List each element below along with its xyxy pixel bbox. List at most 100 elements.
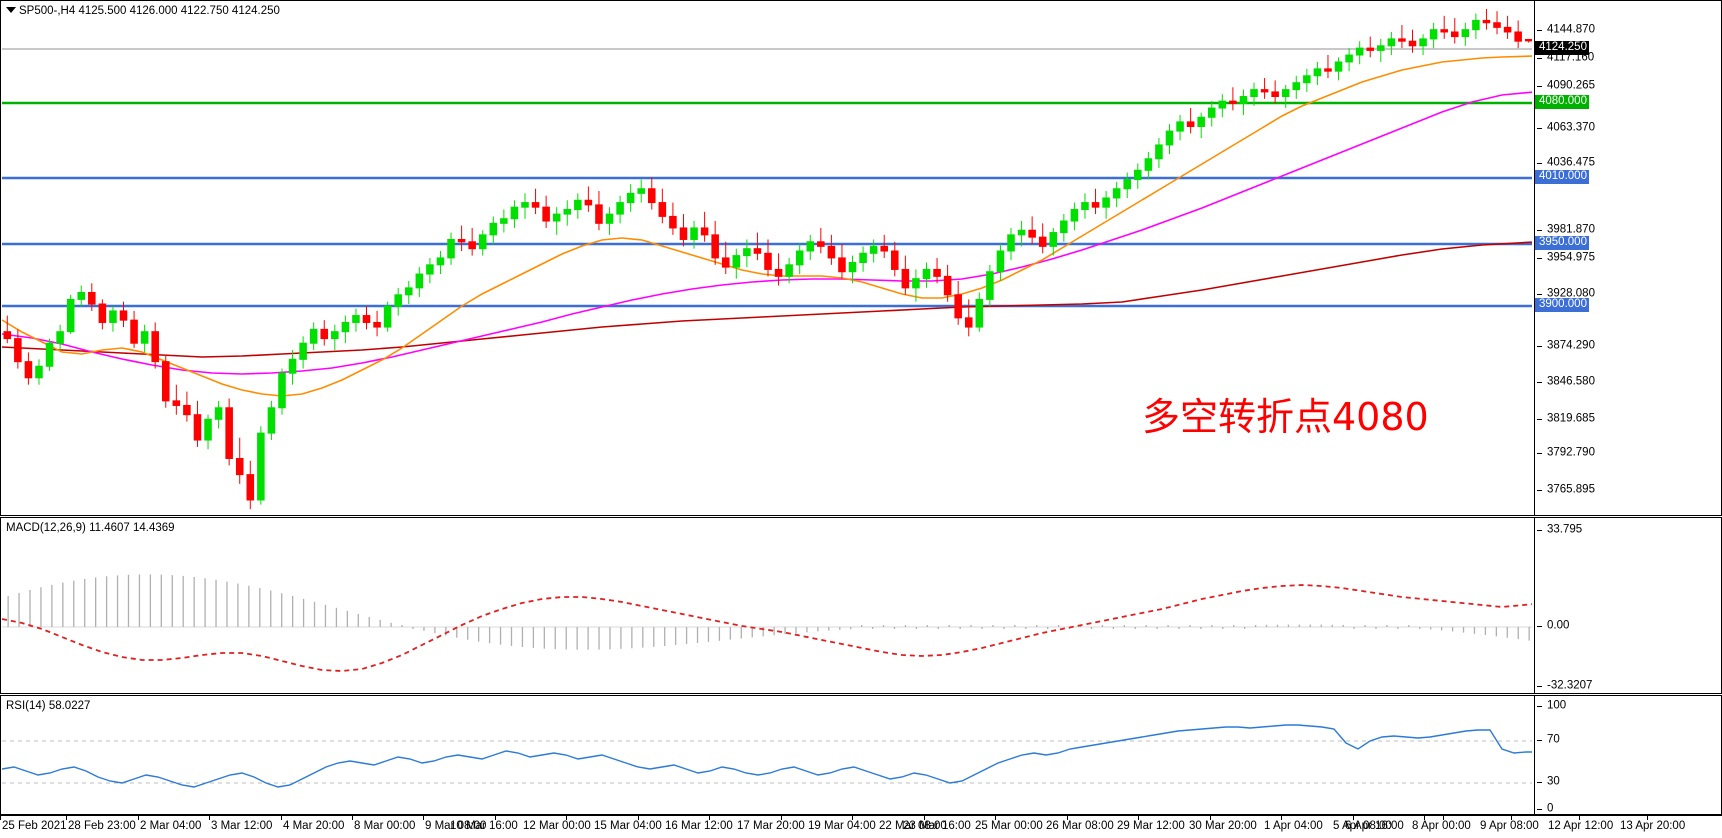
macd-histogram-bar [1495,627,1497,637]
macd-indicator-panel[interactable]: MACD(12,26,9) 11.4607 14.4369 33.795 0.00… [0,517,1722,694]
macd-histogram-bar [434,627,436,634]
macd-histogram-bar [959,627,961,629]
macd-header-label: MACD(12,26,9) 11.4607 14.4369 [6,522,175,534]
level-price-tag: 3950.000 [1535,236,1589,250]
price-axis-tick [1537,453,1542,454]
candle-body [66,298,75,333]
macd-histogram-bar [696,627,699,643]
current-price-tag: 4124.250 [1535,41,1589,55]
candle-body [1524,38,1532,42]
rsi-plot-area[interactable] [2,697,1532,813]
time-axis-label: 17 Mar 20:00 [737,820,805,832]
candle-body [426,264,434,275]
candle-body [56,331,64,344]
candle-body [1324,68,1332,72]
macd-histogram-bar [182,575,184,627]
macd-histogram-bar [718,627,721,641]
ma-mid-line [2,91,1532,375]
price-chart-panel[interactable]: SP500-,H4 4125.500 4126.000 4122.750 412… [0,0,1722,516]
candle-body [774,268,783,277]
macd-histogram-bar [926,625,928,627]
macd-histogram-bar [598,627,600,650]
candle-body [743,248,751,257]
macd-plot-area[interactable] [2,519,1532,692]
time-axis-label: 12 Apr 12:00 [1548,820,1614,832]
rsi-scale[interactable]: 100 70 30 0 [1535,696,1722,814]
macd-histogram-bar [729,627,731,640]
candle-body [637,188,645,194]
price-axis-label: 3981.870 [1547,223,1595,236]
candle-body [35,365,43,379]
macd-histogram-bar [543,627,545,649]
candle-body [1017,229,1026,236]
macd-histogram-bar [609,627,611,650]
time-axis-label: 25 Mar 00:00 [975,820,1043,832]
price-axis-label: 4117.160 [1547,51,1595,64]
macd-histogram-bar [904,625,907,627]
candle-body [1271,91,1279,98]
time-axis-tick [1443,816,1444,820]
time-axis-tick [1579,816,1580,820]
macd-histogram-bar [456,627,458,638]
time-axis-tick [138,816,139,820]
candle-body [732,255,741,268]
macd-histogram-bar [1517,627,1519,640]
macd-histogram-bar [488,627,491,644]
candle-body [1207,107,1216,118]
candle-body [341,321,350,333]
macd-histogram-bar [215,579,217,627]
candle-body [468,241,476,250]
time-axis-label: 22 Mar 08:00 [879,820,947,832]
candle-body [14,338,22,363]
macd-histogram-bar [762,627,764,637]
macd-histogram-bar [7,595,9,627]
macd-histogram-bar [773,627,775,636]
candle-body [172,400,181,406]
candle-body [309,328,318,344]
candle-body [838,257,846,273]
candle-body [478,234,487,250]
caret-down-icon[interactable] [6,7,16,13]
macd-histogram-bar [423,627,425,631]
candle-body [331,331,339,340]
time-axis-label: 25 Feb 2021 [2,820,67,832]
macd-scale[interactable]: 33.795 0.00 -32.3207 [1535,518,1722,693]
price-axis-tick [1537,382,1542,383]
candle-body [1186,121,1195,127]
candle-body [595,204,603,224]
rsi-indicator-panel[interactable]: RSI(14) 58.0227 100 70 30 0 [0,695,1722,815]
candle-body [975,298,984,328]
macd-histogram-bar [1123,625,1125,627]
macd-histogram-bar [467,627,469,640]
macd-histogram-bar [324,604,327,627]
macd-histogram-bar [532,627,535,648]
time-axis-tick [1281,816,1282,820]
macd-histogram-bar [237,583,239,627]
candlestick-series [3,8,1532,510]
candle-body [648,188,656,204]
time-axis-tick [566,816,567,820]
macd-histogram-bar [871,627,874,629]
time-axis[interactable]: 25 Feb 2021 28 Feb 23:00 2 Mar 04:00 3 Mar … [0,815,1722,838]
candle-body [1060,220,1068,234]
macd-histogram-bar [40,587,42,627]
candle-body [626,192,635,204]
candle-body [542,206,550,222]
time-axis-tick [1647,816,1648,820]
macd-histogram-bar [51,584,53,627]
macd-histogram-bar [1047,627,1049,629]
ma-fast-line [2,55,1532,397]
time-axis-label: 3 Mar 12:00 [211,820,273,832]
price-scale[interactable]: 4144.870 4117.160 4090.265 4063.370 4036.475… [1535,1,1722,515]
macd-histogram-bar [565,627,567,650]
price-plot-area[interactable] [2,2,1532,514]
macd-histogram-bar [915,627,918,629]
macd-histogram-bar [510,627,513,646]
macd-histogram-bar [1375,627,1377,629]
rsi-line [2,724,1532,788]
time-axis-label: 5 Apr 08:00 [1333,820,1392,832]
macd-histogram-bar [970,625,972,627]
candle-body [827,245,836,259]
candle-body [711,234,719,259]
candle-body [1007,234,1015,252]
